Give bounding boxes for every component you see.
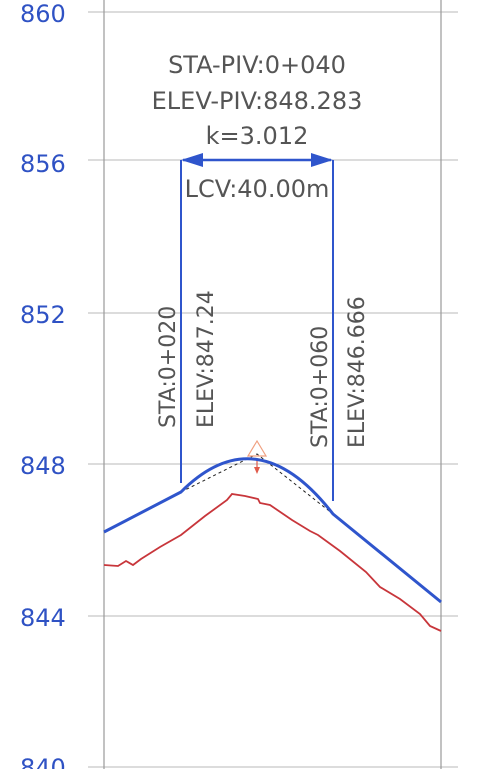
- frame-lines: [103, 0, 442, 769]
- pvt-callout: STA:0+060 ELEV:846.666: [308, 296, 370, 448]
- elevation-label-848: 848: [20, 452, 66, 480]
- pvt-elevation-label: ELEV:846.666: [345, 296, 370, 448]
- elevation-label-860: 860: [20, 0, 66, 28]
- k-value-label: k=3.012: [206, 122, 309, 150]
- pvt-station-label: STA:0+060: [308, 326, 333, 448]
- tangent-lines: [180, 453, 334, 515]
- piv-triangle: [246, 439, 268, 457]
- curve-length-dimension: [180, 153, 334, 501]
- sta-piv-label: STA-PIV:0+040: [168, 51, 346, 79]
- elevation-axis: 860 856 852 848 844 840: [20, 0, 66, 769]
- elevation-label-856: 856: [20, 150, 66, 178]
- elevation-label-844: 844: [20, 604, 66, 632]
- pvc-callout: STA:0+020 ELEV:847.24: [156, 290, 219, 428]
- piv-arrow: [254, 467, 260, 474]
- grid-lines: [88, 11, 458, 768]
- elevation-label-840: 840: [20, 754, 66, 769]
- elev-piv-label: ELEV-PIV:848.283: [152, 87, 363, 115]
- pvc-elevation-label: ELEV:847.24: [194, 290, 219, 428]
- elevation-label-852: 852: [20, 301, 66, 329]
- dimension-arrow-left: [181, 153, 203, 167]
- lcv-label: LCV:40.00m: [185, 175, 330, 203]
- curve-header: STA-PIV:0+040 ELEV-PIV:848.283 k=3.012 L…: [152, 51, 363, 203]
- pvc-station-label: STA:0+020: [156, 306, 181, 428]
- ground-profile-line: [103, 493, 442, 632]
- design-profile-line: [103, 457, 442, 604]
- dimension-arrow-right: [311, 153, 333, 167]
